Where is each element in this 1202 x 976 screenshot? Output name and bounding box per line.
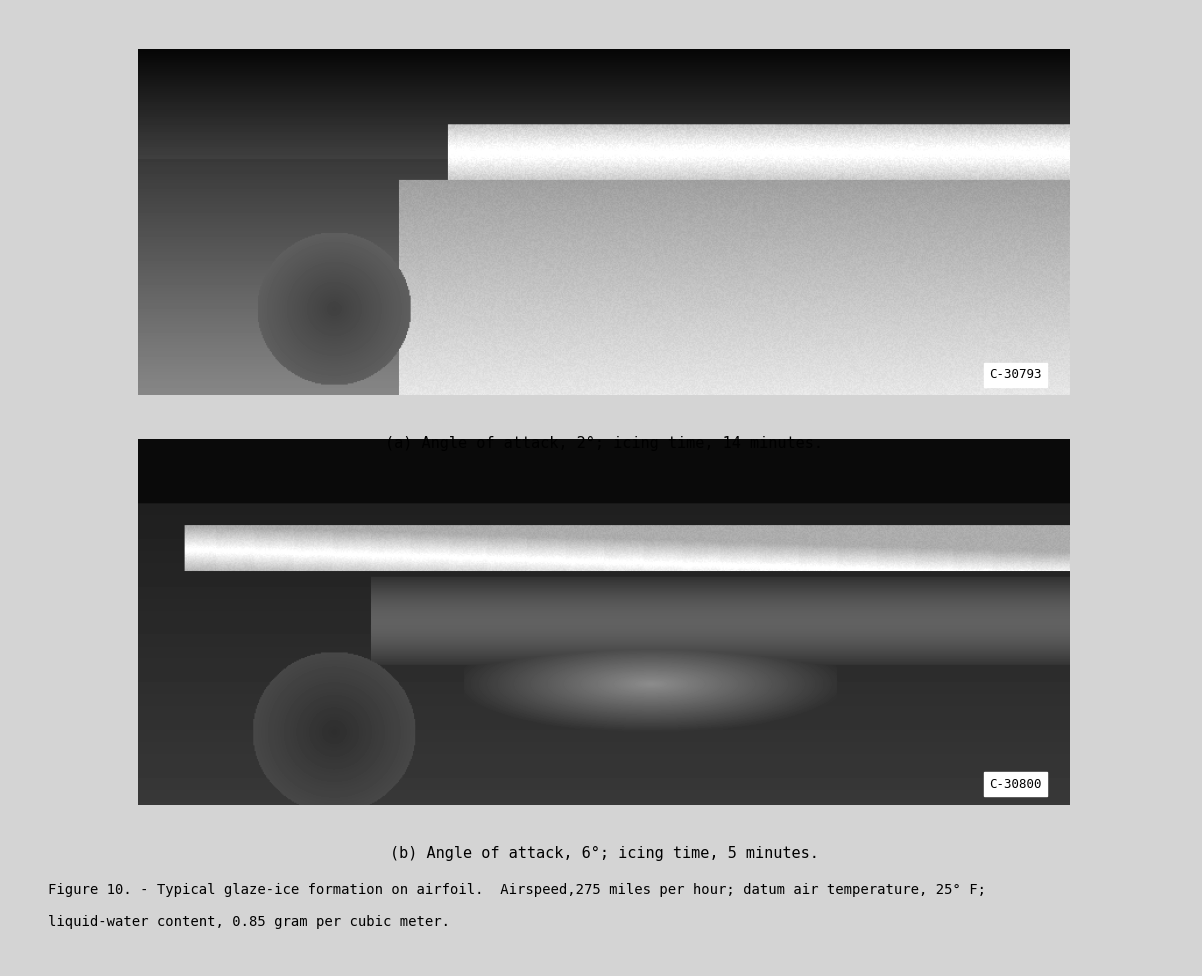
Text: Figure 10. - Typical glaze-ice formation on airfoil.  Airspeed,275 miles per hou: Figure 10. - Typical glaze-ice formation…	[48, 883, 986, 897]
Text: liquid-water content, 0.85 gram per cubic meter.: liquid-water content, 0.85 gram per cubi…	[48, 915, 450, 928]
Text: C-30793: C-30793	[989, 368, 1042, 382]
Text: C-30800: C-30800	[989, 778, 1042, 791]
Text: (a) Angle of attack, 2°; icing time, 14 minutes.: (a) Angle of attack, 2°; icing time, 14 …	[385, 436, 823, 451]
Text: (b) Angle of attack, 6°; icing time, 5 minutes.: (b) Angle of attack, 6°; icing time, 5 m…	[389, 846, 819, 861]
